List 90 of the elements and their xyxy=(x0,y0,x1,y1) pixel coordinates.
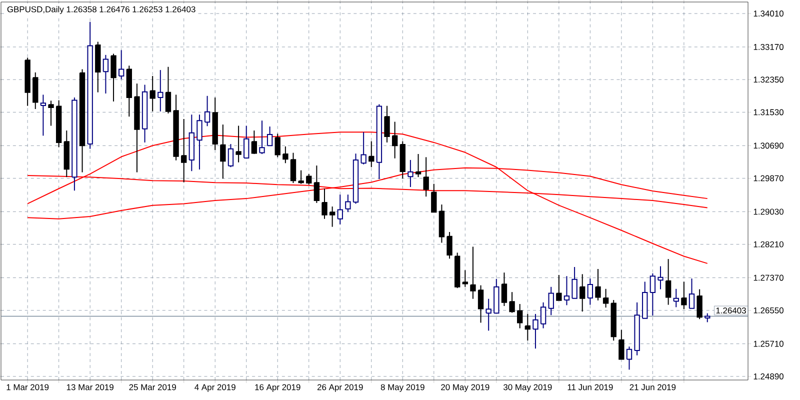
candlestick xyxy=(322,188,328,220)
y-tick-label: 1.26550 xyxy=(754,307,784,314)
candlestick xyxy=(110,53,116,102)
candlestick xyxy=(244,125,250,158)
y-tick-label: 1.25710 xyxy=(754,340,784,347)
candlestick xyxy=(298,170,304,184)
y-tick-label: 1.30690 xyxy=(754,142,784,149)
x-tick-label: 20 May 2019 xyxy=(441,384,490,392)
candlestick xyxy=(415,153,422,178)
candlestick xyxy=(572,266,578,299)
y-tick-label: 1.27370 xyxy=(754,274,784,281)
candlestick xyxy=(314,165,320,204)
candlestick xyxy=(587,278,594,306)
y-tick-label: 1.29870 xyxy=(754,175,784,182)
candlestick xyxy=(501,272,508,306)
candlestick xyxy=(517,304,523,329)
line-series xyxy=(27,132,708,264)
candlestick xyxy=(556,274,562,301)
candlestick xyxy=(431,183,437,213)
candlestick xyxy=(681,281,687,310)
candlestick xyxy=(446,231,452,260)
y-tick-label: 1.24890 xyxy=(754,373,784,380)
x-tick-label: 16 Apr 2019 xyxy=(255,384,300,392)
candlestick xyxy=(306,173,312,186)
candlestick xyxy=(236,125,242,163)
y-tick-label: 1.29030 xyxy=(754,208,784,215)
candlestick xyxy=(196,114,202,170)
x-tick-label: 4 Apr 2019 xyxy=(194,384,236,392)
candlestick xyxy=(290,152,296,184)
candlestick xyxy=(274,133,280,158)
candlestick xyxy=(251,130,258,154)
candlestick xyxy=(40,94,46,136)
candlestick xyxy=(204,95,210,127)
candlestick xyxy=(102,54,109,94)
x-tick-label: 11 Jun 2019 xyxy=(568,384,613,390)
candlestick xyxy=(118,50,124,80)
candlestick xyxy=(360,132,366,165)
x-tick-label: 13 Mar 2019 xyxy=(66,384,114,390)
candlestick xyxy=(548,286,554,316)
candlestick xyxy=(540,302,546,329)
candlestick xyxy=(673,288,679,308)
x-tick-label: 30 May 2019 xyxy=(504,384,552,392)
candlestick xyxy=(337,194,343,225)
candlestick xyxy=(392,121,398,159)
y-tick-label: 1.31530 xyxy=(754,109,784,116)
candlestick xyxy=(48,100,54,126)
candlestick xyxy=(564,276,570,306)
candlestick xyxy=(658,266,664,290)
candlestick xyxy=(423,156,429,198)
candlestick xyxy=(158,70,164,112)
candlestick xyxy=(368,140,374,168)
candlestick xyxy=(165,66,172,114)
candlestick xyxy=(220,124,226,180)
candlestick xyxy=(181,118,187,183)
candlestick xyxy=(626,346,632,370)
y-tick-label: 1.33170 xyxy=(754,44,784,50)
candlestick xyxy=(462,270,468,288)
candlestick xyxy=(595,268,601,301)
candlestick xyxy=(408,159,414,188)
candlestick xyxy=(524,313,531,342)
x-tick-label: 1 Mar 2019 xyxy=(6,384,49,390)
candlestick xyxy=(470,246,476,300)
y-tick-label: 1.34010 xyxy=(754,10,784,17)
candlestick xyxy=(282,146,288,164)
y-tick-label: 1.28210 xyxy=(754,241,784,248)
ref-line-label: 1.26403 xyxy=(716,308,746,314)
candlestick xyxy=(259,120,265,154)
candlestick xyxy=(650,272,656,316)
candlestick xyxy=(266,126,273,146)
candlestick xyxy=(696,288,702,320)
candlestick xyxy=(688,278,695,309)
candlestick xyxy=(345,194,351,213)
candlestick xyxy=(665,258,672,306)
candlestick xyxy=(580,274,586,312)
x-tick-label: 25 Mar 2019 xyxy=(129,384,176,390)
candlestick xyxy=(228,144,234,168)
candlestick xyxy=(532,313,538,350)
y-tick-label: 1.32350 xyxy=(754,76,784,83)
candlestick xyxy=(509,292,515,314)
candlestick xyxy=(486,298,492,332)
x-tick-label: 21 Jun 2019 xyxy=(630,384,676,390)
x-tick-label: 8 May 2019 xyxy=(380,384,424,392)
candlestick xyxy=(384,105,390,143)
candlestick xyxy=(329,206,336,228)
candlestick xyxy=(618,329,624,360)
candlestick xyxy=(150,76,156,112)
candlestick xyxy=(602,288,609,308)
candlestick xyxy=(478,284,484,324)
chart-title: GBPUSD,Daily 1.26358 1.26476 1.26253 1.26403 xyxy=(7,6,196,14)
x-tick-label: 26 Apr 2019 xyxy=(317,384,363,392)
